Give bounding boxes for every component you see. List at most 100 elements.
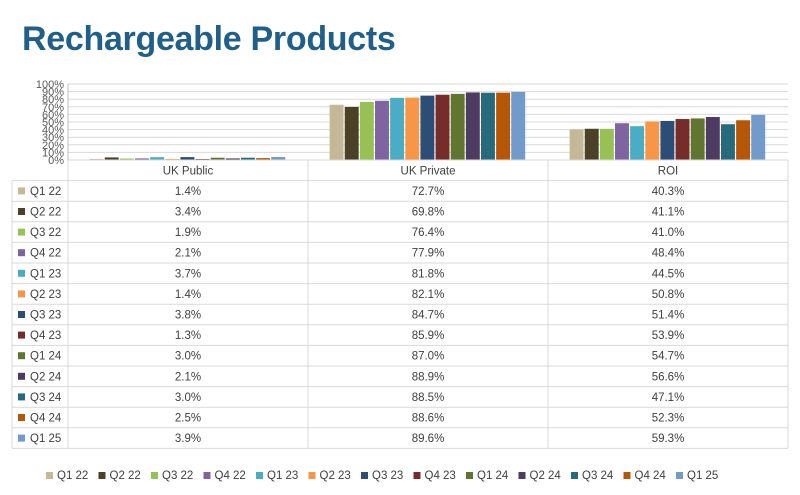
category-label: UK Private: [401, 165, 456, 177]
y-tick-label: 0%: [48, 155, 64, 167]
series-label: Q1 22: [30, 186, 61, 198]
data-label: 88.6%: [412, 413, 445, 425]
legend-label: Q4 23: [425, 470, 456, 482]
legend-swatch: [518, 472, 526, 479]
legend-label: Q4 22: [215, 470, 246, 482]
legend-swatch: [413, 472, 421, 479]
y-tick-label: 100%: [36, 79, 64, 91]
series-label: Q2 24: [30, 371, 62, 383]
legend-swatch: [361, 472, 368, 479]
data-label: 88.9%: [412, 371, 445, 383]
bar: [480, 92, 495, 160]
bar: [736, 120, 751, 160]
legend-label: Q1 22: [57, 470, 88, 482]
bar: [599, 128, 614, 160]
legend-label: Q3 22: [162, 470, 193, 482]
data-label: 76.4%: [412, 227, 445, 239]
bar: [420, 95, 435, 160]
legend-label: Q4 24: [635, 470, 667, 482]
data-label: 81.8%: [412, 268, 445, 280]
data-label: 40.3%: [652, 186, 685, 198]
data-label: 2.5%: [175, 413, 201, 425]
bar: [165, 158, 180, 160]
bar: [271, 157, 286, 160]
series-label: Q3 24: [30, 392, 62, 404]
data-label: 52.3%: [652, 413, 685, 425]
bar: [690, 118, 705, 160]
legend-swatch: [623, 472, 631, 479]
bar: [180, 157, 195, 160]
y-tick-label: 80%: [42, 94, 64, 106]
series-key-swatch: [18, 414, 25, 421]
series-label: Q4 22: [30, 248, 61, 260]
data-label: 47.1%: [652, 392, 685, 404]
y-tick-label: 10%: [42, 147, 64, 159]
legend-swatch: [98, 472, 106, 479]
data-label: 3.7%: [175, 268, 201, 280]
bar: [256, 158, 271, 160]
data-label: 48.4%: [652, 248, 685, 260]
series-label: Q1 23: [30, 268, 61, 280]
bar: [329, 104, 344, 160]
series-key-swatch: [18, 311, 25, 318]
series-key-swatch: [18, 372, 25, 380]
series-key-swatch: [18, 249, 25, 257]
data-label: 3.0%: [175, 392, 201, 404]
data-label: 88.5%: [412, 392, 445, 404]
bar: [645, 121, 660, 160]
series-label: Q2 22: [30, 207, 61, 219]
bar: [119, 158, 134, 160]
series-key-swatch: [18, 269, 25, 277]
y-tick-label: 70%: [42, 102, 64, 114]
series-key-swatch: [18, 187, 25, 195]
series-label: Q4 24: [30, 413, 62, 425]
data-label: 54.7%: [652, 351, 685, 363]
legend-swatch: [571, 472, 578, 479]
series-label: Q3 23: [30, 310, 61, 322]
bar: [615, 123, 629, 160]
series-key-swatch: [18, 434, 25, 442]
series-label: Q3 22: [30, 227, 61, 239]
legend-swatch: [676, 472, 683, 479]
y-tick-label: 20%: [42, 140, 64, 152]
bar: [375, 100, 389, 160]
data-label: 44.5%: [652, 268, 685, 280]
data-label: 72.7%: [412, 186, 445, 198]
data-label: 56.6%: [652, 371, 685, 383]
bar: [135, 158, 149, 160]
data-label: 3.9%: [175, 433, 201, 445]
data-label: 50.8%: [652, 289, 685, 301]
data-label: 3.4%: [175, 207, 201, 219]
category-label: UK Public: [163, 165, 214, 177]
legend-label: Q2 24: [530, 470, 562, 482]
series-label: Q1 25: [30, 433, 61, 445]
data-label: 1.9%: [175, 227, 201, 239]
data-label: 53.9%: [652, 330, 685, 342]
data-label: 84.7%: [412, 310, 445, 322]
data-label: 77.9%: [412, 248, 445, 260]
series-key-swatch: [18, 208, 25, 215]
series-key-swatch: [18, 290, 25, 298]
bar: [89, 158, 104, 160]
data-label: 85.9%: [412, 330, 445, 342]
legend-label: Q3 23: [372, 470, 403, 482]
data-label: 41.0%: [652, 227, 685, 239]
bar: [569, 129, 584, 160]
bar: [705, 116, 720, 160]
y-tick-label: 90%: [42, 87, 64, 99]
bar: [150, 157, 165, 160]
legend-swatch: [203, 472, 211, 479]
bar: [344, 106, 359, 160]
data-label: 69.8%: [412, 207, 445, 219]
bar: [405, 97, 420, 160]
bar: [511, 91, 526, 160]
y-tick-label: 50%: [42, 117, 64, 129]
legend-swatch: [466, 472, 473, 479]
y-tick-label: 40%: [42, 125, 64, 137]
data-label: 87.0%: [412, 351, 445, 363]
bar: [720, 124, 735, 160]
bar: [660, 120, 675, 160]
legend-label: Q1 24: [477, 470, 509, 482]
bar: [751, 114, 766, 160]
